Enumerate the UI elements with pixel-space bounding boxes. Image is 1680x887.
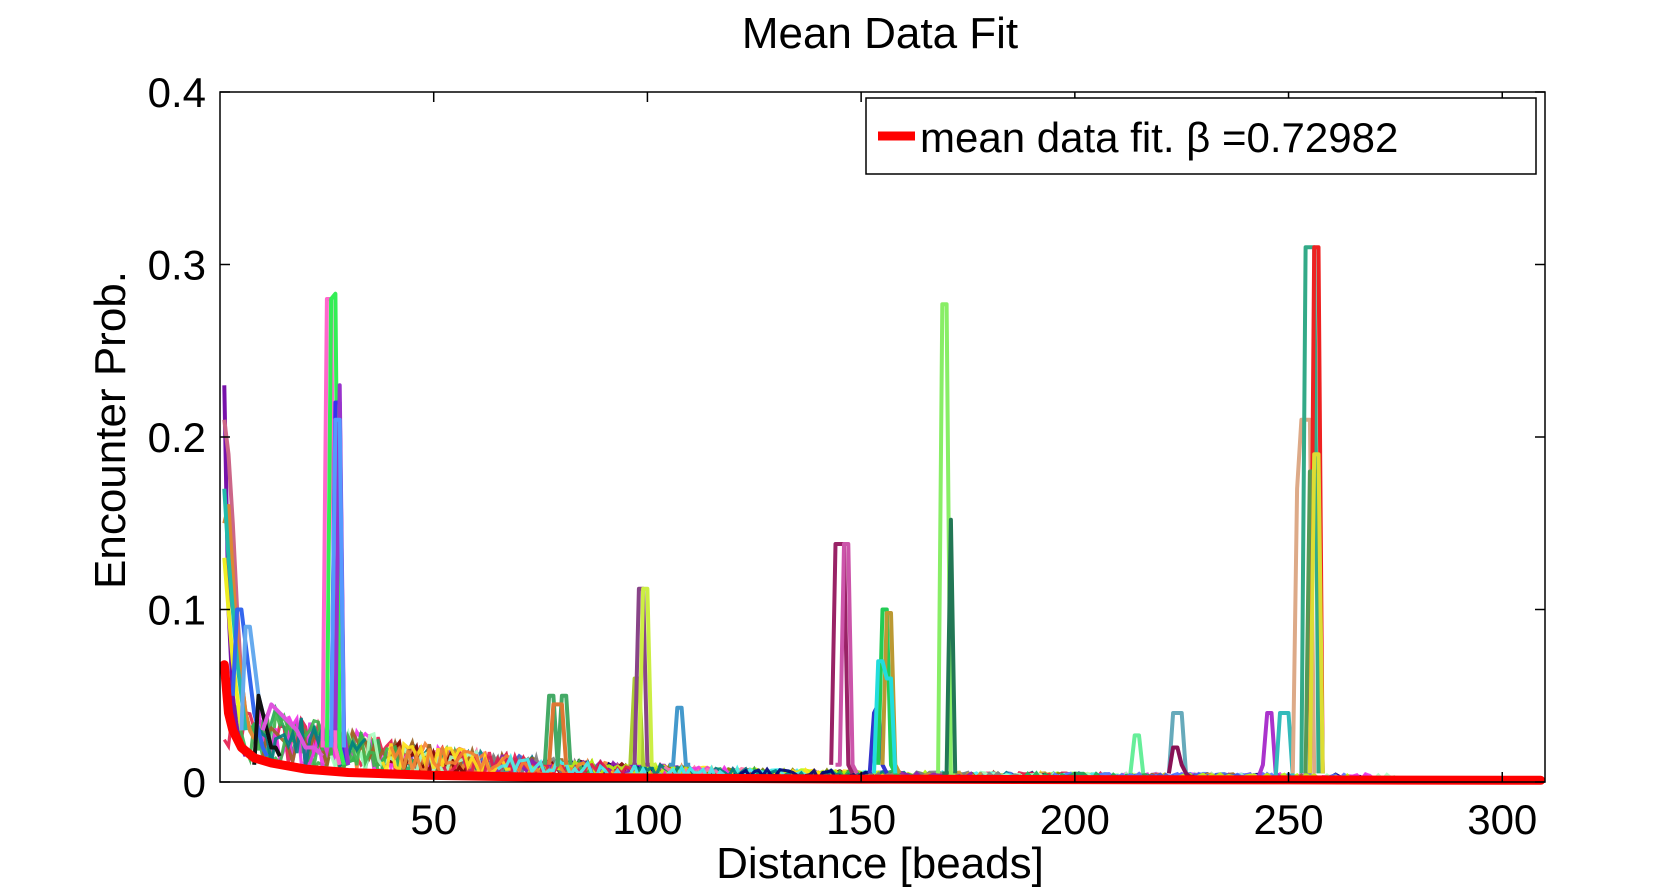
series-line (1166, 711, 1192, 779)
x-tick-label: 100 (612, 796, 682, 843)
series-line (222, 504, 256, 740)
chart-title: Mean Data Fit (742, 9, 1018, 58)
series-line (1307, 452, 1325, 774)
series-line (1128, 733, 1146, 774)
y-tick-label: 0.4 (148, 69, 206, 116)
series-line (829, 542, 855, 775)
noise-trace (437, 749, 636, 780)
series-line (872, 659, 898, 774)
y-tick-label: 0.3 (148, 242, 206, 289)
series-group (222, 245, 1325, 779)
x-axis-ticks: 50 100 150 200 250 300 (410, 92, 1537, 843)
legend-box (865, 97, 1537, 175)
fit-line (219, 660, 1546, 785)
series-line (329, 417, 346, 748)
series-line (876, 607, 900, 776)
y-axis-ticks: 0 0.1 0.2 0.3 0.4 (148, 69, 1545, 806)
x-tick-label: 250 (1254, 796, 1324, 843)
series-line (542, 693, 573, 767)
noise-traces (222, 703, 1396, 783)
x-axis-label: Distance [beads] (716, 839, 1044, 887)
series-line (835, 542, 859, 775)
y-tick-label: 0 (183, 759, 206, 806)
legend: mean data fit. β =0.72982 (865, 97, 1537, 175)
series-line (628, 676, 648, 767)
series-line (1299, 245, 1321, 774)
y-tick-label: 0.1 (148, 587, 206, 634)
y-axis-label: Encounter Prob. (86, 271, 135, 589)
series-line (547, 702, 569, 765)
series-line (324, 291, 346, 766)
x-tick-label: 300 (1467, 796, 1537, 843)
series-line (936, 302, 956, 776)
series-line (252, 693, 282, 765)
y-tick-label: 0.2 (148, 414, 206, 461)
x-tick-label: 200 (1040, 796, 1110, 843)
series-line (942, 517, 958, 776)
series-line (636, 586, 656, 767)
series-line (260, 702, 325, 758)
series-line (1273, 711, 1295, 777)
legend-entry-label: mean data fit. β =0.72982 (920, 114, 1398, 161)
x-tick-label: 150 (826, 796, 896, 843)
series-line (668, 705, 691, 767)
x-tick-label: 50 (410, 796, 457, 843)
series-line (230, 607, 269, 757)
